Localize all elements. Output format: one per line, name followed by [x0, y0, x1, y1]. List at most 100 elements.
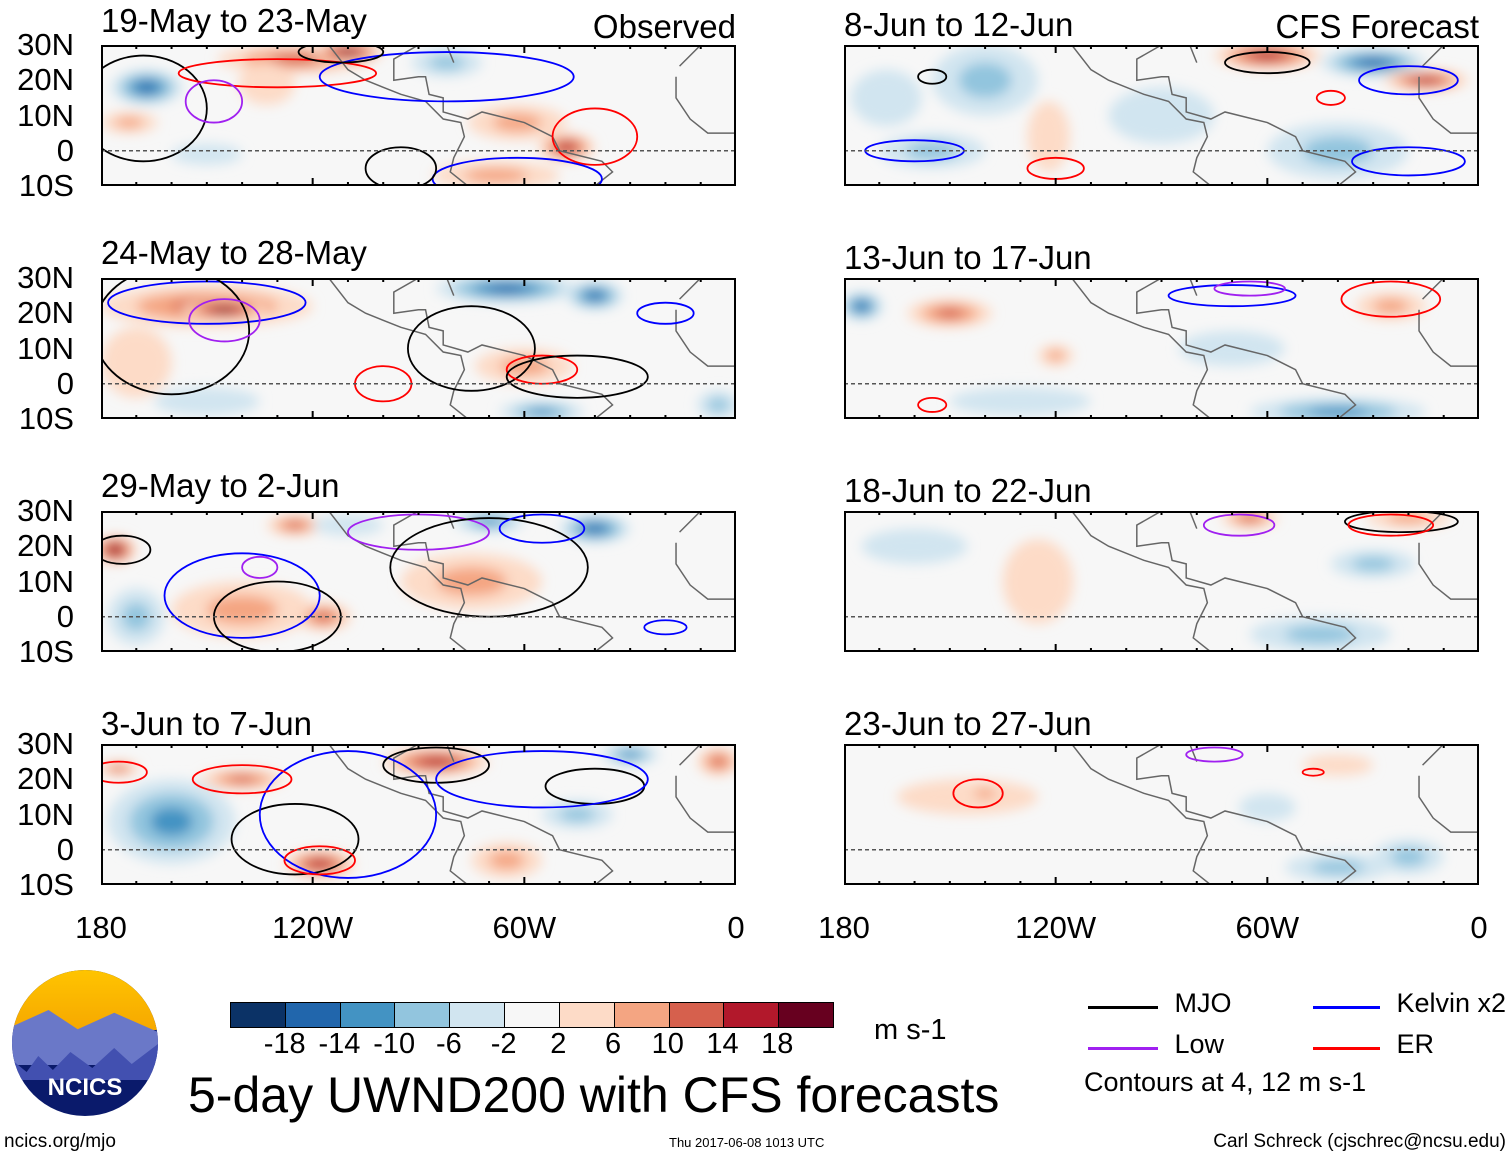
anomaly-shading	[171, 143, 243, 165]
footer-timestamp: Thu 2017-06-08 1013 UTC	[669, 1135, 825, 1150]
contour-er	[191, 764, 293, 795]
colorbar-tick-label: 10	[651, 1028, 684, 1060]
anomaly-shading	[527, 408, 557, 416]
latitude-label: 20N	[17, 295, 74, 331]
coastline	[675, 45, 736, 134]
colorbar-tick-label: -10	[373, 1028, 416, 1060]
anomaly-shading	[905, 141, 959, 160]
colorbar-swatch	[505, 1003, 560, 1027]
longitude-label: 0	[727, 910, 745, 945]
contour-kelvin	[1351, 146, 1466, 177]
contour-low	[1202, 513, 1276, 537]
anomaly-shading	[559, 143, 574, 151]
coastline	[1418, 278, 1479, 367]
anomaly-shading	[436, 567, 507, 596]
latitude-label: 10N	[17, 97, 74, 133]
coastline	[1418, 744, 1479, 833]
anomaly-shading	[285, 521, 305, 529]
anomaly-shading	[115, 117, 144, 128]
forecast-label: CFS Forecast	[1275, 8, 1479, 45]
latitude-label: 30N	[17, 260, 74, 295]
latitude-label: 20N	[17, 62, 74, 98]
legend-label: Kelvin x2	[1396, 988, 1507, 1018]
colorbar-swatch	[779, 1003, 833, 1027]
latitude-label: 10N	[17, 563, 74, 599]
anomaly-shading	[1390, 847, 1427, 866]
longitude-label: 180	[75, 910, 127, 945]
contour-er	[551, 107, 639, 166]
contour-kelvin	[636, 301, 695, 325]
panel-title: 23-Jun to 27-Jun	[844, 705, 1092, 742]
colorbar-tick-label: 6	[605, 1028, 622, 1060]
longitude-label: 120W	[272, 910, 354, 945]
map-panel	[844, 45, 1479, 186]
anomaly-shading	[587, 292, 602, 300]
main-title: 5-day UWND200 with CFS forecasts	[188, 1067, 1000, 1123]
anomaly-shading	[1302, 754, 1374, 776]
contour-mjo	[101, 54, 208, 163]
contour-mjo	[1344, 511, 1459, 534]
contour-er	[1315, 89, 1346, 106]
contour-mjo	[505, 354, 649, 399]
contour-er	[917, 396, 948, 413]
contour-er	[505, 354, 579, 385]
anomaly-shading	[110, 546, 120, 553]
panel-title: 19-May to 23-May	[101, 2, 367, 39]
contour-mjo	[230, 803, 360, 876]
colorbar-tick-label: 14	[706, 1028, 739, 1060]
colorbar	[230, 1002, 834, 1028]
anomaly-shading	[464, 168, 528, 183]
anomaly-shading	[707, 397, 729, 412]
panel-title: 8-Jun to 12-Jun	[844, 6, 1074, 43]
contour-kelvin	[1358, 65, 1459, 96]
legend-low: Low	[1088, 1029, 1224, 1060]
logo-text: NCICS	[47, 1074, 123, 1101]
legend-label: MJO	[1174, 988, 1232, 1018]
anomaly-shading	[1415, 77, 1437, 83]
colorbar-swatch	[340, 1003, 396, 1027]
anomaly-shading	[559, 807, 595, 822]
map-panel	[101, 744, 736, 885]
latitude-label: 30N	[17, 726, 74, 761]
anomaly-shading	[238, 62, 296, 105]
anomaly-shading	[851, 69, 922, 127]
contour-mjo	[407, 305, 536, 392]
anomaly-shading	[856, 302, 867, 310]
longitude-label: 60W	[1235, 910, 1300, 945]
latitude-label: 10S	[18, 634, 74, 669]
colorbar-swatch	[669, 1003, 725, 1027]
contour-low	[184, 79, 244, 124]
anomaly-shading	[216, 307, 233, 312]
legend-mjo: MJO	[1088, 988, 1231, 1019]
colorbar-swatch	[559, 1003, 615, 1027]
colorbar-tick-label: -2	[490, 1028, 517, 1060]
anomaly-shading	[1002, 539, 1074, 624]
panel-title: 29-May to 2-Jun	[101, 467, 340, 504]
panel-title: 13-Jun to 17-Jun	[844, 239, 1092, 276]
anomaly-shading	[586, 525, 604, 533]
legend-line-er	[1313, 1047, 1380, 1051]
map-panel	[101, 45, 736, 186]
colorbar-tick-label: 18	[761, 1028, 794, 1060]
ncics-logo: NCICS	[12, 970, 158, 1116]
colorbar-swatch	[724, 1003, 780, 1027]
anomaly-shading	[138, 82, 156, 92]
contour-mjo	[101, 534, 152, 565]
anomaly-shading	[1352, 556, 1395, 571]
latitude-label: 10S	[18, 168, 74, 203]
latitude-label: 20N	[17, 528, 74, 564]
coastline	[1418, 45, 1479, 134]
footer-url[interactable]: ncics.org/mjo	[4, 1131, 116, 1152]
anomaly-shading	[153, 387, 260, 416]
contour-kelvin	[498, 513, 586, 544]
contour-er	[283, 845, 356, 876]
anomaly-shading	[313, 612, 333, 622]
contour-mjo	[364, 146, 438, 186]
latitude-label: 0	[56, 365, 74, 401]
anomaly-shading	[101, 327, 172, 398]
anomaly-shading	[489, 285, 525, 293]
panel-title: 18-Jun to 22-Jun	[844, 472, 1092, 509]
colorbar-tick-label: 2	[550, 1028, 567, 1060]
anomaly-shading	[310, 860, 329, 868]
latitude-label: 0	[56, 598, 74, 634]
